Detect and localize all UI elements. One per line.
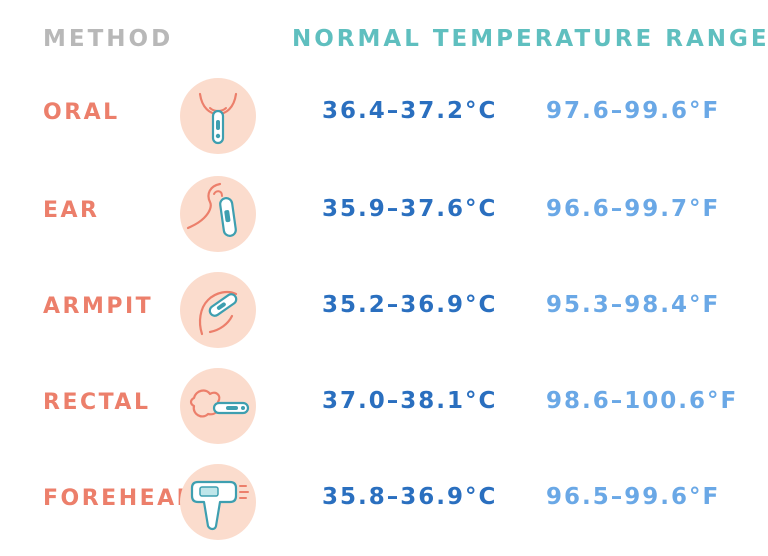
- row-oral: ORAL 36.4–37.2°C 97.6–99.6°F: [0, 76, 768, 156]
- ear-thermometer-icon: [180, 176, 256, 252]
- fahrenheit-range: 95.3–98.4°F: [546, 292, 721, 318]
- infrared-thermometer-icon: [180, 464, 256, 540]
- fahrenheit-range: 96.5–99.6°F: [546, 484, 721, 510]
- fahrenheit-range: 96.6–99.7°F: [546, 196, 721, 222]
- row-forehead: FOREHEAD 35.8–36.9°C 96.5–99.6°F: [0, 462, 768, 542]
- fahrenheit-range: 97.6–99.6°F: [546, 98, 721, 124]
- method-column-header: METHOD: [43, 26, 174, 52]
- row-armpit: ARMPIT 35.2–36.9°C 95.3–98.4°F: [0, 270, 768, 350]
- method-label: FOREHEAD: [43, 486, 198, 511]
- method-label: RECTAL: [43, 390, 151, 415]
- rectal-thermometer-icon: [180, 368, 256, 444]
- celsius-range: 37.0–38.1°C: [322, 388, 498, 414]
- mouth-thermometer-icon: [180, 78, 256, 154]
- celsius-range: 35.8–36.9°C: [322, 484, 498, 510]
- row-rectal: RECTAL 37.0–38.1°C 98.6–100.6°F: [0, 366, 768, 446]
- celsius-range: 35.2–36.9°C: [322, 292, 498, 318]
- method-label: ORAL: [43, 100, 120, 125]
- range-column-header: NORMAL TEMPERATURE RANGE: [292, 26, 768, 52]
- armpit-thermometer-icon: [180, 272, 256, 348]
- fahrenheit-range: 98.6–100.6°F: [546, 388, 739, 414]
- celsius-range: 36.4–37.2°C: [322, 98, 498, 124]
- method-label: ARMPIT: [43, 294, 154, 319]
- method-label: EAR: [43, 198, 100, 223]
- row-ear: EAR 35.9–37.6°C 96.6–99.7°F: [0, 174, 768, 254]
- celsius-range: 35.9–37.6°C: [322, 196, 498, 222]
